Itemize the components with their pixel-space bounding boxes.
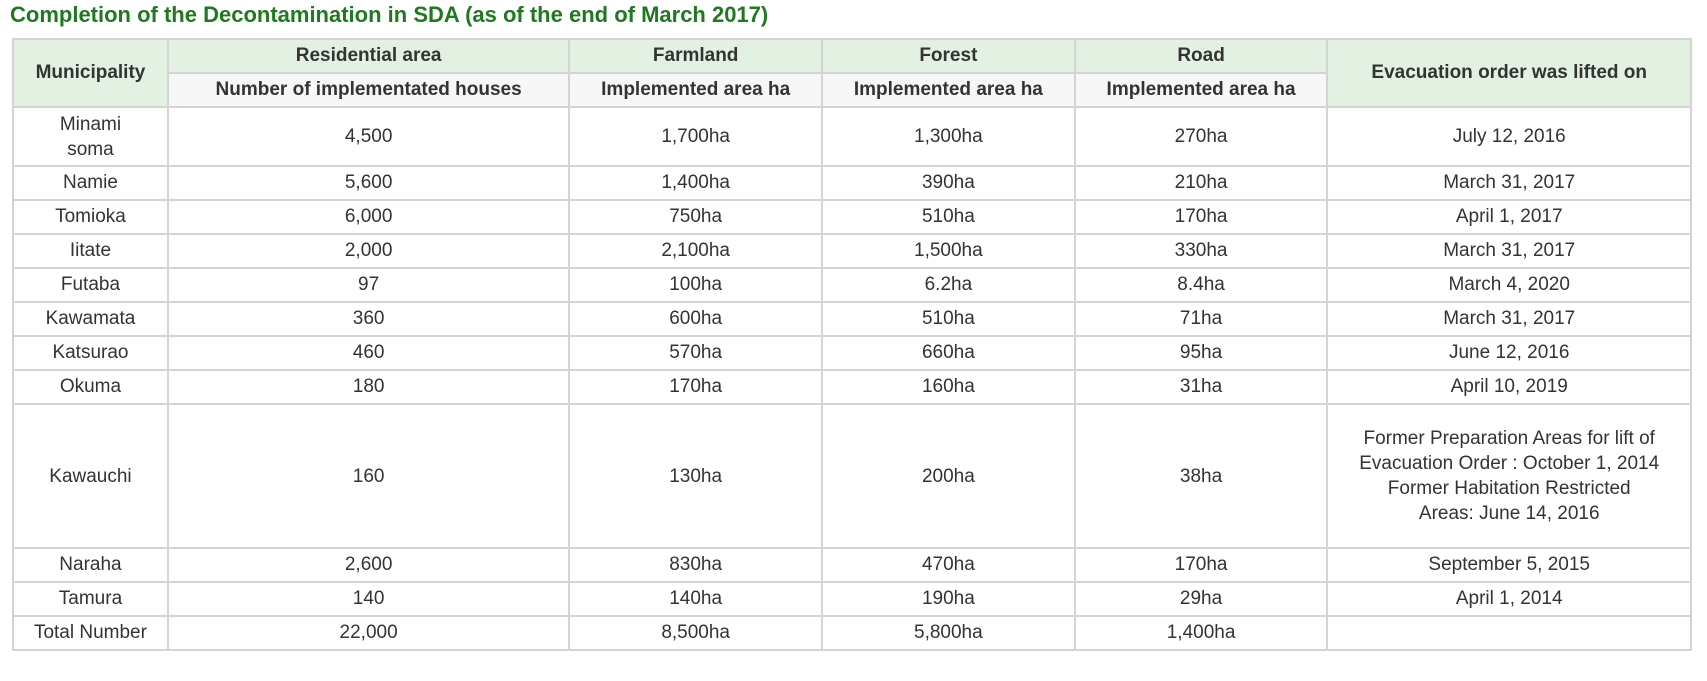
cell-forest: 190ha bbox=[821, 581, 1076, 617]
cell-municipality: Tamura bbox=[12, 581, 169, 617]
cell-road: 170ha bbox=[1073, 547, 1329, 583]
cell-farmland: 130ha bbox=[568, 403, 824, 549]
cell-municipality: Futaba bbox=[12, 267, 169, 303]
header-municipality: Municipality bbox=[12, 38, 169, 108]
cell-road: 270ha bbox=[1073, 106, 1329, 167]
cell-forest: 5,800ha bbox=[821, 615, 1076, 651]
cell-road: 95ha bbox=[1073, 335, 1329, 371]
table-row: Iitate 2,000 2,100ha 1,500ha 330ha March… bbox=[12, 233, 1692, 269]
cell-houses: 4,500 bbox=[166, 106, 571, 167]
cell-forest: 1,300ha bbox=[821, 106, 1076, 167]
table-row: Futaba 97 100ha 6.2ha 8.4ha March 4, 202… bbox=[12, 267, 1692, 303]
table-row: Tomioka 6,000 750ha 510ha 170ha April 1,… bbox=[12, 199, 1692, 235]
table-row: Okuma 180 170ha 160ha 31ha April 10, 201… bbox=[12, 369, 1692, 405]
cell-farmland: 2,100ha bbox=[568, 233, 824, 269]
cell-municipality: Minami soma bbox=[12, 106, 169, 167]
cell-forest: 470ha bbox=[821, 547, 1076, 583]
cell-farmland: 750ha bbox=[568, 199, 824, 235]
table-row: Kawauchi 160 130ha 200ha 38ha Former Pre… bbox=[12, 403, 1692, 549]
table-row-total: Total Number 22,000 8,500ha 5,800ha 1,40… bbox=[12, 615, 1692, 651]
cell-farmland: 830ha bbox=[568, 547, 824, 583]
cell-farmland: 570ha bbox=[568, 335, 824, 371]
cell-lifted: March 31, 2017 bbox=[1326, 165, 1692, 201]
cell-road: 38ha bbox=[1073, 403, 1329, 549]
table-body: Minami soma 4,500 1,700ha 1,300ha 270ha … bbox=[12, 106, 1692, 651]
page-title: Completion of the Decontamination in SDA… bbox=[10, 2, 769, 27]
cell-lifted: Former Preparation Areas for lift of Eva… bbox=[1326, 403, 1692, 549]
cell-municipality: Naraha bbox=[12, 547, 169, 583]
cell-houses: 22,000 bbox=[166, 615, 571, 651]
cell-houses: 2,000 bbox=[166, 233, 571, 269]
cell-municipality: Okuma bbox=[12, 369, 169, 405]
table-row: Naraha 2,600 830ha 470ha 170ha September… bbox=[12, 547, 1692, 583]
cell-lifted: September 5, 2015 bbox=[1326, 547, 1692, 583]
cell-houses: 360 bbox=[166, 301, 571, 337]
cell-municipality: Total Number bbox=[12, 615, 169, 651]
cell-forest: 510ha bbox=[821, 199, 1076, 235]
table-row: Tamura 140 140ha 190ha 29ha April 1, 201… bbox=[12, 581, 1692, 617]
cell-forest: 1,500ha bbox=[821, 233, 1076, 269]
decontamination-table: Municipality Residential area Farmland F… bbox=[12, 38, 1692, 651]
header-road: Road bbox=[1073, 38, 1329, 74]
cell-houses: 6,000 bbox=[166, 199, 571, 235]
cell-houses: 160 bbox=[166, 403, 571, 549]
cell-farmland: 600ha bbox=[568, 301, 824, 337]
cell-farmland: 8,500ha bbox=[568, 615, 824, 651]
cell-houses: 180 bbox=[166, 369, 571, 405]
cell-houses: 2,600 bbox=[166, 547, 571, 583]
cell-municipality: Katsurao bbox=[12, 335, 169, 371]
cell-houses: 460 bbox=[166, 335, 571, 371]
cell-farmland: 1,400ha bbox=[568, 165, 824, 201]
cell-forest: 390ha bbox=[821, 165, 1076, 201]
cell-road: 31ha bbox=[1073, 369, 1329, 405]
cell-road: 170ha bbox=[1073, 199, 1329, 235]
cell-farmland: 170ha bbox=[568, 369, 824, 405]
cell-road: 8.4ha bbox=[1073, 267, 1329, 303]
cell-lifted: April 10, 2019 bbox=[1326, 369, 1692, 405]
subheader-farmland: Implemented area ha bbox=[568, 72, 824, 108]
cell-houses: 5,600 bbox=[166, 165, 571, 201]
header-forest: Forest bbox=[821, 38, 1076, 74]
cell-forest: 510ha bbox=[821, 301, 1076, 337]
cell-lifted: June 12, 2016 bbox=[1326, 335, 1692, 371]
cell-houses: 97 bbox=[166, 267, 571, 303]
cell-road: 29ha bbox=[1073, 581, 1329, 617]
cell-lifted: July 12, 2016 bbox=[1326, 106, 1692, 167]
subheader-residential: Number of implementated houses bbox=[166, 72, 571, 108]
cell-lifted: March 4, 2020 bbox=[1326, 267, 1692, 303]
cell-lifted: April 1, 2014 bbox=[1326, 581, 1692, 617]
cell-forest: 200ha bbox=[821, 403, 1076, 549]
cell-farmland: 1,700ha bbox=[568, 106, 824, 167]
cell-forest: 6.2ha bbox=[821, 267, 1076, 303]
cell-municipality: Tomioka bbox=[12, 199, 169, 235]
cell-forest: 160ha bbox=[821, 369, 1076, 405]
cell-farmland: 140ha bbox=[568, 581, 824, 617]
subheader-forest: Implemented area ha bbox=[821, 72, 1076, 108]
cell-lifted: March 31, 2017 bbox=[1326, 233, 1692, 269]
cell-road: 330ha bbox=[1073, 233, 1329, 269]
header-residential: Residential area bbox=[166, 38, 571, 74]
cell-farmland: 100ha bbox=[568, 267, 824, 303]
cell-municipality: Iitate bbox=[12, 233, 169, 269]
cell-lifted: March 31, 2017 bbox=[1326, 301, 1692, 337]
cell-road: 1,400ha bbox=[1073, 615, 1329, 651]
cell-road: 71ha bbox=[1073, 301, 1329, 337]
table-row: Namie 5,600 1,400ha 390ha 210ha March 31… bbox=[12, 165, 1692, 201]
cell-road: 210ha bbox=[1073, 165, 1329, 201]
table-row: Katsurao 460 570ha 660ha 95ha June 12, 2… bbox=[12, 335, 1692, 371]
table-row: Minami soma 4,500 1,700ha 1,300ha 270ha … bbox=[12, 106, 1692, 167]
cell-municipality: Namie bbox=[12, 165, 169, 201]
cell-houses: 140 bbox=[166, 581, 571, 617]
header-lifted: Evacuation order was lifted on bbox=[1326, 38, 1692, 108]
subheader-road: Implemented area ha bbox=[1073, 72, 1329, 108]
cell-lifted bbox=[1326, 615, 1692, 651]
cell-forest: 660ha bbox=[821, 335, 1076, 371]
cell-municipality: Kawamata bbox=[12, 301, 169, 337]
header-farmland: Farmland bbox=[568, 38, 824, 74]
table-row: Kawamata 360 600ha 510ha 71ha March 31, … bbox=[12, 301, 1692, 337]
cell-lifted: April 1, 2017 bbox=[1326, 199, 1692, 235]
cell-municipality: Kawauchi bbox=[12, 403, 169, 549]
